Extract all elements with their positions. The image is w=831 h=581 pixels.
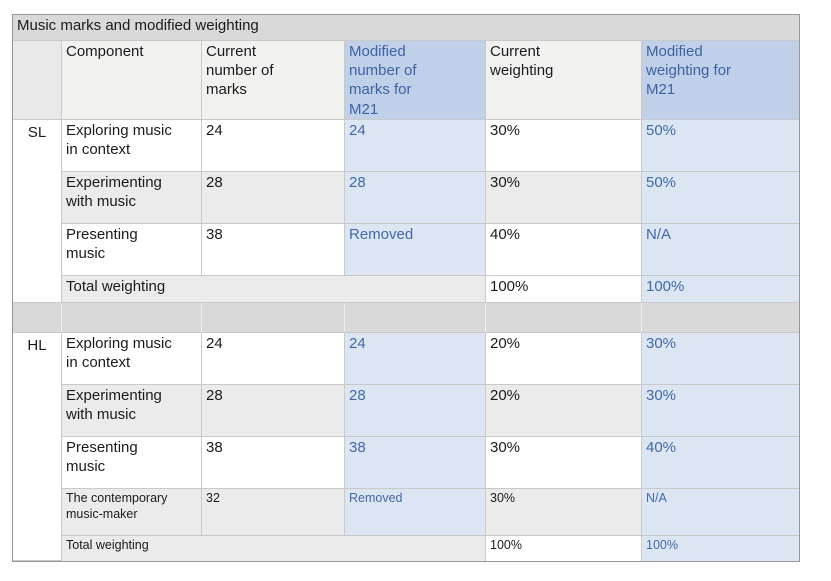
modified-marks-cell: 24 <box>345 119 486 172</box>
current-marks-cell: 38 <box>202 436 345 489</box>
header-current-weighting-label: Current weighting <box>490 43 554 80</box>
total-weighting-label: Total weighting <box>62 535 486 561</box>
modified-weighting-cell: 30% <box>642 384 800 437</box>
current-weighting-cell: 30% <box>486 119 642 172</box>
table-row: The contemporary music-maker 32 Removed … <box>13 488 800 536</box>
separator-cell <box>486 302 642 333</box>
total-current-weighting: 100% <box>486 275 642 303</box>
separator-row <box>13 302 800 333</box>
table-title: Music marks and modified weighting <box>13 15 800 41</box>
component-cell: Exploring music in context <box>62 119 202 172</box>
music-weighting-table: Music marks and modified weighting Compo… <box>12 14 801 562</box>
current-marks-cell: 28 <box>202 384 345 437</box>
header-modified-weighting: Modified weighting for M21 <box>642 41 800 120</box>
table-row: Presenting music 38 Removed 40% N/A <box>13 223 800 276</box>
current-marks-cell: 24 <box>202 332 345 385</box>
current-weighting-cell: 40% <box>486 223 642 276</box>
header-current-marks: Current number of marks <box>202 41 345 120</box>
component-label: Presenting music <box>66 225 138 262</box>
modified-marks-cell: 38 <box>345 436 486 489</box>
total-row: Total weighting 100% 100% <box>13 535 800 561</box>
weighting-table-wrap: Music marks and modified weighting Compo… <box>12 14 801 562</box>
component-cell: Presenting music <box>62 436 202 489</box>
component-label: Exploring music in context <box>66 334 172 371</box>
component-cell: The contemporary music-maker <box>62 488 202 536</box>
table-row: Experimenting with music 28 28 30% 50% <box>13 171 800 224</box>
header-corner-cell <box>13 41 62 120</box>
modified-marks-cell: 28 <box>345 384 486 437</box>
current-weighting-cell: 30% <box>486 436 642 489</box>
component-cell: Exploring music in context <box>62 332 202 385</box>
modified-marks-cell: 28 <box>345 171 486 224</box>
separator-cell <box>62 302 202 333</box>
sl-level-cell: SL <box>13 119 62 303</box>
total-modified-weighting: 100% <box>642 535 800 561</box>
header-modified-marks: Modified number of marks for M21 <box>345 41 486 120</box>
modified-weighting-cell: N/A <box>642 488 800 536</box>
separator-cell <box>202 302 345 333</box>
total-row: Total weighting 100% 100% <box>13 275 800 303</box>
component-label: Presenting music <box>66 438 138 475</box>
component-cell: Experimenting with music <box>62 384 202 437</box>
separator-cell <box>13 302 62 333</box>
header-modified-marks-label: Modified number of marks for M21 <box>349 43 417 118</box>
component-cell: Experimenting with music <box>62 171 202 224</box>
table-header-row: Component Current number of marks Modifi… <box>13 41 800 120</box>
current-weighting-cell: 30% <box>486 171 642 224</box>
total-current-weighting: 100% <box>486 535 642 561</box>
modified-weighting-cell: 30% <box>642 332 800 385</box>
table-row: Presenting music 38 38 30% 40% <box>13 436 800 489</box>
component-label: Experimenting with music <box>66 386 162 423</box>
component-label: The contemporary music-maker <box>66 490 168 521</box>
table-row: HL Exploring music in context 24 24 20% … <box>13 332 800 561</box>
separator-cell <box>345 302 486 333</box>
table-row: Experimenting with music 28 28 20% 30% <box>13 384 800 437</box>
header-current-weighting: Current weighting <box>486 41 642 120</box>
modified-marks-cell: Removed <box>345 223 486 276</box>
component-label: Exploring music in context <box>66 121 172 158</box>
current-weighting-cell: 30% <box>486 488 642 536</box>
current-weighting-cell: 20% <box>486 384 642 437</box>
current-marks-cell: 28 <box>202 171 345 224</box>
current-marks-cell: 38 <box>202 223 345 276</box>
current-marks-cell: 32 <box>202 488 345 536</box>
table-row: SL Exploring music in context 24 24 30% … <box>13 119 800 303</box>
component-label: Experimenting with music <box>66 173 162 210</box>
total-weighting-label: Total weighting <box>62 275 486 303</box>
modified-weighting-cell: N/A <box>642 223 800 276</box>
current-weighting-cell: 20% <box>486 332 642 385</box>
modified-marks-cell: 24 <box>345 332 486 385</box>
modified-weighting-cell: 50% <box>642 119 800 172</box>
table-title-row: Music marks and modified weighting <box>13 15 800 41</box>
current-marks-cell: 24 <box>202 119 345 172</box>
header-current-marks-label: Current number of marks <box>206 43 274 99</box>
total-modified-weighting: 100% <box>642 275 800 303</box>
header-modified-weighting-label: Modified weighting for M21 <box>646 43 732 99</box>
modified-marks-cell: Removed <box>345 488 486 536</box>
hl-level-cell: HL <box>13 332 62 561</box>
modified-weighting-cell: 50% <box>642 171 800 224</box>
separator-cell <box>642 302 800 333</box>
modified-weighting-cell: 40% <box>642 436 800 489</box>
header-component: Component <box>62 41 202 120</box>
header-component-label: Component <box>66 43 144 60</box>
component-cell: Presenting music <box>62 223 202 276</box>
